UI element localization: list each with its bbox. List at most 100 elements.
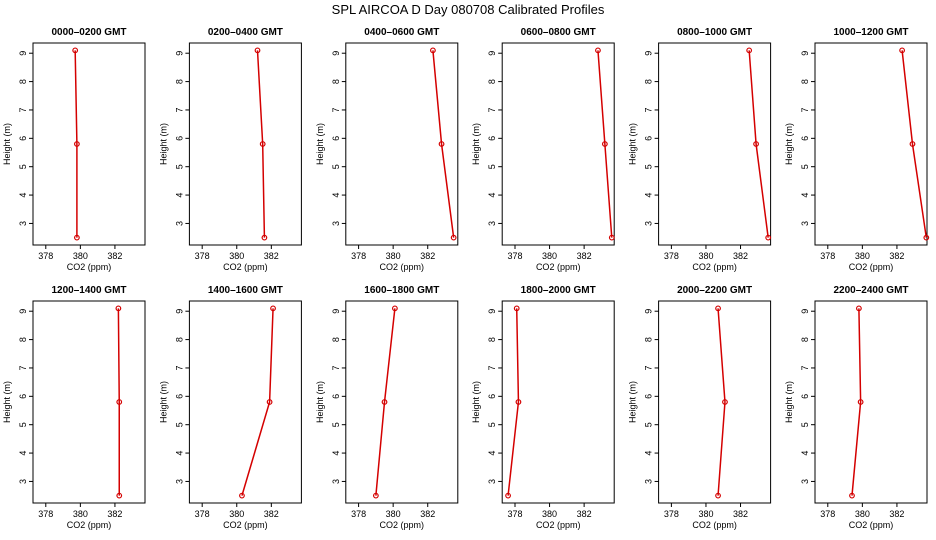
panel-title: 2200–2400 GMT bbox=[833, 285, 908, 296]
panel: 2200–2400 GMT 378 380 382 3 4 5 6 7 8 9 CO2 (ppm) He… bbox=[784, 285, 928, 530]
profile-point bbox=[116, 399, 123, 405]
y-tick-label: 5 bbox=[331, 422, 341, 427]
panel-title: 2000–2200 GMT bbox=[677, 285, 752, 296]
x-tick-label: 378 bbox=[820, 509, 835, 519]
y-axis-label: Height (m) bbox=[315, 123, 325, 165]
y-tick-label: 8 bbox=[800, 79, 810, 84]
y-tick-label: 7 bbox=[487, 365, 497, 370]
panel-title: 1600–1800 GMT bbox=[364, 285, 439, 296]
profile-point bbox=[849, 492, 855, 499]
y-tick-label: 6 bbox=[644, 394, 654, 399]
plot-frame bbox=[345, 42, 459, 246]
y-tick-label: 9 bbox=[644, 51, 654, 56]
y-tick-label: 4 bbox=[800, 451, 810, 456]
y-tick-label: 9 bbox=[487, 51, 497, 56]
y-axis-label: Height (m) bbox=[628, 123, 638, 165]
profile-line bbox=[432, 50, 455, 238]
y-tick-label: 6 bbox=[331, 136, 341, 141]
profile-line bbox=[717, 308, 726, 496]
x-tick-label: 382 bbox=[264, 251, 279, 261]
plot-frame bbox=[814, 300, 928, 504]
y-tick-label: 8 bbox=[18, 337, 28, 342]
panel-title: 1000–1200 GMT bbox=[833, 27, 908, 38]
y-tick-label: 5 bbox=[18, 164, 28, 169]
profile-point bbox=[715, 305, 721, 312]
y-tick-label: 8 bbox=[331, 79, 341, 84]
profile-point bbox=[765, 234, 772, 241]
profile-point bbox=[899, 47, 906, 54]
profile-line bbox=[241, 308, 274, 496]
x-axis-label: CO2 (ppm) bbox=[67, 520, 112, 530]
profile-point bbox=[430, 47, 436, 54]
y-tick-label: 5 bbox=[331, 164, 341, 169]
y-tick-label: 4 bbox=[331, 193, 341, 198]
y-tick-label: 3 bbox=[800, 479, 810, 484]
x-tick-label: 382 bbox=[577, 509, 592, 519]
x-axis-label: CO2 (ppm) bbox=[849, 520, 894, 530]
profile-point bbox=[372, 492, 379, 499]
y-tick-label: 9 bbox=[331, 51, 341, 56]
x-tick-label: 380 bbox=[855, 509, 870, 519]
y-axis-label: Height (m) bbox=[628, 381, 638, 423]
plot-frame bbox=[814, 42, 928, 246]
y-tick-label: 7 bbox=[800, 107, 810, 112]
panel: 0400–0600 GMT 378 380 382 3 4 5 6 7 8 9 CO2 (ppm) He… bbox=[315, 27, 459, 272]
x-tick-label: 378 bbox=[664, 509, 679, 519]
profile-point bbox=[438, 141, 445, 147]
y-tick-label: 3 bbox=[331, 479, 341, 484]
y-tick-label: 8 bbox=[487, 79, 497, 84]
x-axis-label: CO2 (ppm) bbox=[692, 262, 737, 272]
profile-line bbox=[748, 50, 769, 238]
y-tick-label: 8 bbox=[487, 337, 497, 342]
y-tick-label: 9 bbox=[800, 51, 810, 56]
y-axis-label: Height (m) bbox=[471, 381, 481, 423]
x-tick-label: 380 bbox=[542, 509, 557, 519]
x-tick-label: 380 bbox=[542, 251, 557, 261]
profile-line bbox=[851, 308, 862, 496]
profile-point bbox=[266, 399, 273, 405]
y-tick-label: 3 bbox=[18, 479, 28, 484]
y-tick-label: 3 bbox=[800, 221, 810, 226]
y-tick-label: 4 bbox=[644, 451, 654, 456]
y-tick-label: 9 bbox=[487, 309, 497, 314]
x-tick-label: 380 bbox=[855, 251, 870, 261]
profile-point bbox=[513, 305, 520, 312]
y-axis-label: Height (m) bbox=[784, 123, 794, 165]
y-tick-label: 7 bbox=[18, 107, 28, 112]
x-tick-label: 382 bbox=[420, 251, 435, 261]
x-tick-label: 380 bbox=[386, 251, 401, 261]
panel: 2000–2200 GMT 378 380 382 3 4 5 6 7 8 9 CO2 (ppm) He… bbox=[628, 285, 772, 530]
y-tick-label: 4 bbox=[174, 193, 184, 198]
x-tick-label: 380 bbox=[698, 509, 713, 519]
panel-title: 0600–0800 GMT bbox=[521, 27, 596, 38]
y-tick-label: 9 bbox=[800, 309, 810, 314]
y-tick-label: 8 bbox=[331, 337, 341, 342]
panel: 0000–0200 GMT 378 380 382 3 4 5 6 7 8 9 CO2 (ppm) He… bbox=[2, 27, 146, 272]
plot-frame bbox=[658, 300, 772, 504]
profile-point bbox=[515, 399, 522, 405]
x-tick-label: 378 bbox=[820, 251, 835, 261]
y-axis-label: Height (m) bbox=[471, 123, 481, 165]
panel: 0600–0800 GMT 378 380 382 3 4 5 6 7 8 9 CO2 (ppm) He… bbox=[471, 27, 615, 272]
y-tick-label: 3 bbox=[644, 221, 654, 226]
profile-point bbox=[261, 234, 268, 241]
y-tick-label: 7 bbox=[487, 107, 497, 112]
y-axis-label: Height (m) bbox=[2, 381, 12, 423]
main-title: SPL AIRCOA D Day 080708 Calibrated Profi… bbox=[332, 2, 605, 17]
profile-line bbox=[256, 50, 266, 238]
y-tick-label: 3 bbox=[18, 221, 28, 226]
profile-point bbox=[254, 47, 261, 54]
x-tick-label: 380 bbox=[386, 509, 401, 519]
y-tick-label: 6 bbox=[644, 136, 654, 141]
x-tick-label: 378 bbox=[38, 509, 53, 519]
x-tick-label: 382 bbox=[733, 251, 748, 261]
y-tick-label: 8 bbox=[800, 337, 810, 342]
profile-point bbox=[450, 234, 457, 241]
profile-point bbox=[753, 141, 759, 147]
panel-title: 1200–1400 GMT bbox=[51, 285, 126, 296]
y-tick-label: 4 bbox=[487, 451, 497, 456]
y-axis-label: Height (m) bbox=[158, 123, 168, 165]
profile-line bbox=[375, 308, 396, 496]
profile-point bbox=[116, 492, 123, 499]
